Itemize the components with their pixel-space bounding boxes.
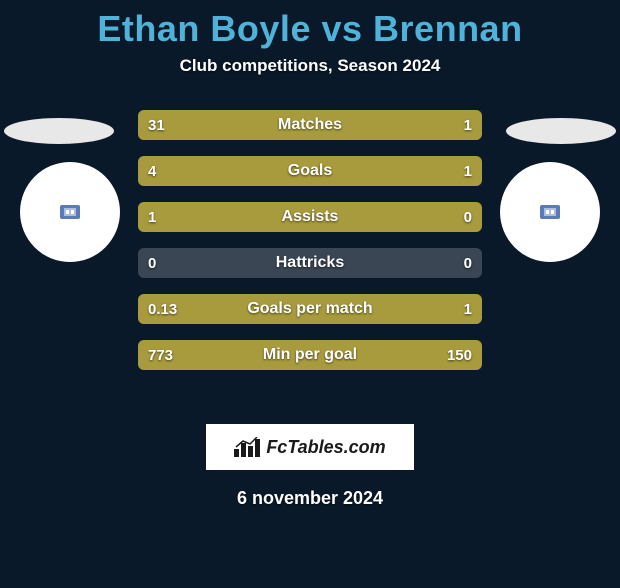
stat-bar: 311Matches [138, 110, 482, 140]
fctables-logo-text: FcTables.com [266, 437, 385, 458]
stat-bar: 0.131Goals per match [138, 294, 482, 324]
stat-bar: 10Assists [138, 202, 482, 232]
bar-fill-left [138, 202, 482, 232]
bar-value-right: 0 [454, 248, 482, 278]
subtitle: Club competitions, Season 2024 [0, 56, 620, 76]
badge-icon [544, 208, 556, 216]
bar-fill-right [413, 110, 482, 140]
snapshot-date: 6 november 2024 [0, 488, 620, 509]
stat-bars: 311Matches 41Goals 10Assists 0 0Hattricks 0.1… [138, 110, 482, 386]
bar-value-left: 0 [138, 248, 166, 278]
bar-fill-left [138, 110, 413, 140]
fctables-logo: FcTables.com [206, 424, 414, 470]
player2-shadow-ellipse [506, 118, 616, 144]
fctables-chart-icon [234, 437, 260, 457]
bar-fill-right [413, 156, 482, 186]
player1-name: Ethan Boyle [97, 8, 311, 49]
player1-shadow-ellipse [4, 118, 114, 144]
badge-icon [64, 208, 76, 216]
bar-label: Hattricks [138, 248, 482, 278]
stat-bar: 41Goals [138, 156, 482, 186]
comparison-stage: 311Matches 41Goals 10Assists 0 0Hattricks 0.1… [0, 110, 620, 410]
bar-fill-right [413, 340, 482, 370]
vs-text: vs [321, 8, 362, 49]
bar-fill-left [138, 156, 413, 186]
stat-bar: 0 0Hattricks [138, 248, 482, 278]
bar-fill-right [200, 294, 482, 324]
player1-club-badge [60, 205, 80, 219]
bar-fill-left [138, 340, 413, 370]
player2-club-badge [540, 205, 560, 219]
stat-bar: 773150Min per goal [138, 340, 482, 370]
player2-name: Brennan [373, 8, 523, 49]
bar-fill-left [138, 294, 200, 324]
comparison-title: Ethan Boyle vs Brennan [0, 8, 620, 50]
